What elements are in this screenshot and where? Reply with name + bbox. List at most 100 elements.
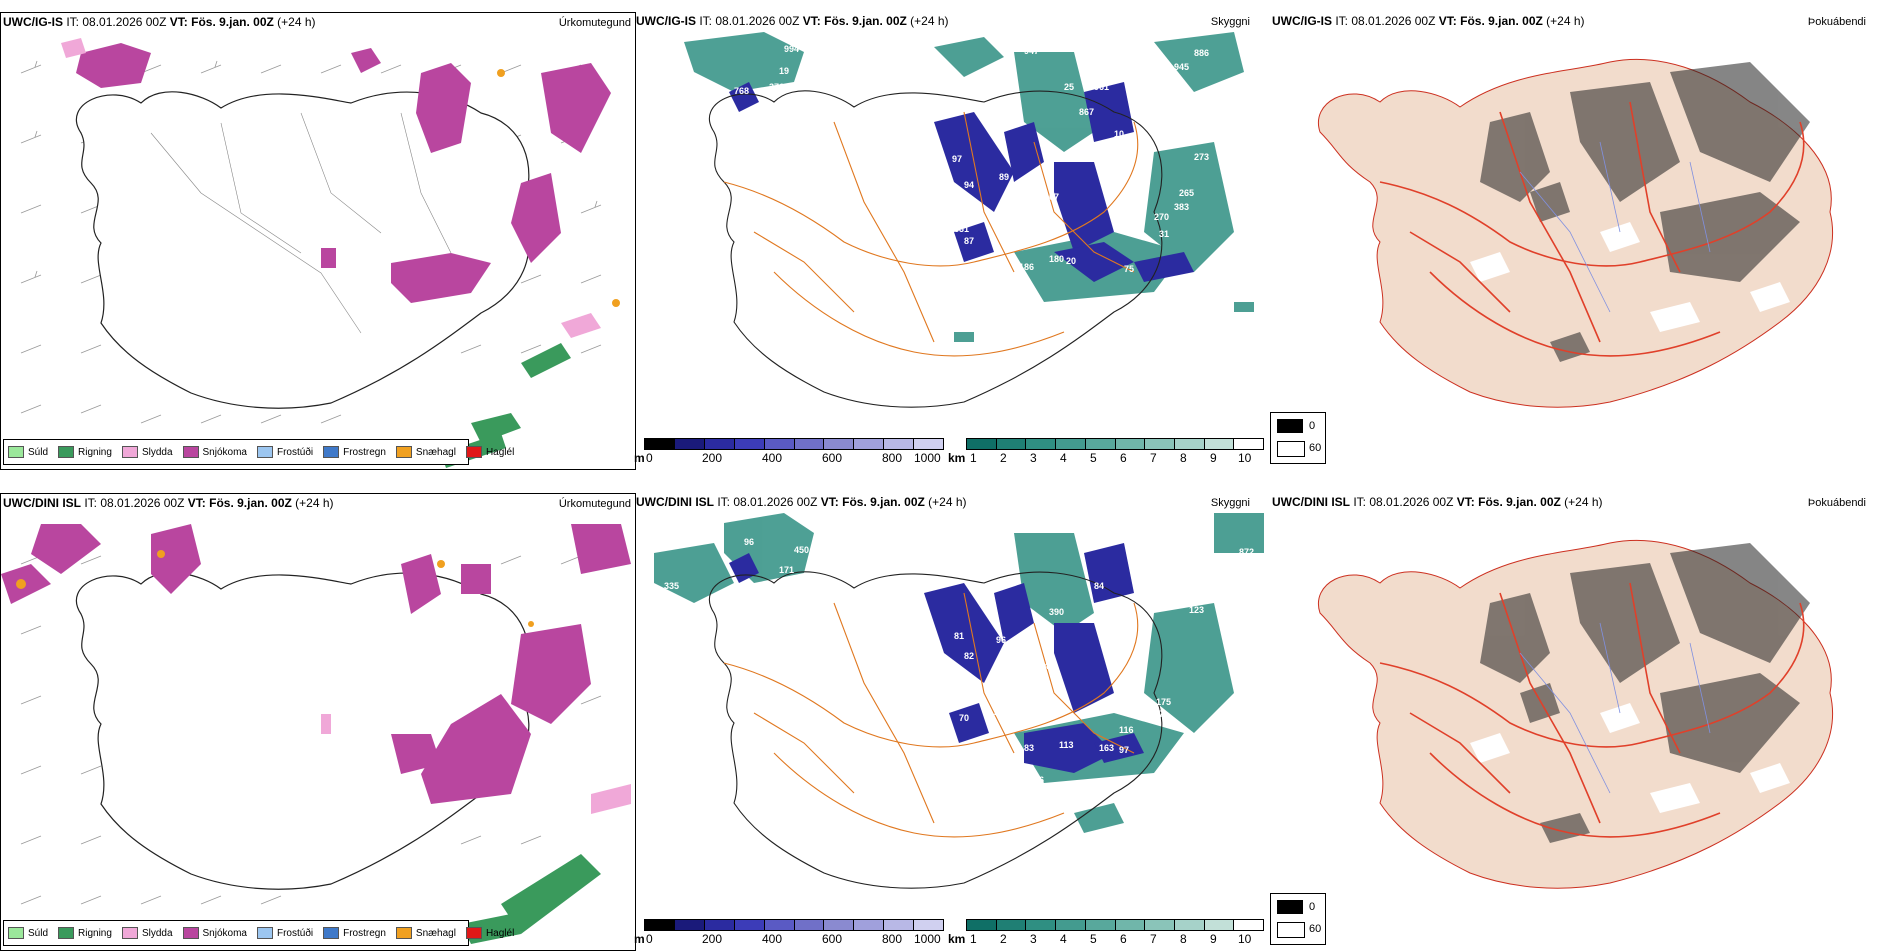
svg-text:175: 175 xyxy=(1156,697,1171,707)
svg-text:81: 81 xyxy=(954,631,964,641)
svg-text:886: 886 xyxy=(1194,48,1209,58)
panel-header: UWC/DINI ISL IT: 08.01.2026 00Z VT: Fös.… xyxy=(636,495,967,509)
svg-text:75: 75 xyxy=(1124,264,1134,274)
panel-title: Þokuábendi xyxy=(1807,16,1866,28)
legend-item: Slydda xyxy=(121,446,173,458)
svg-text:96: 96 xyxy=(744,537,754,547)
svg-text:265: 265 xyxy=(1179,188,1194,198)
visibility-panel-bottom: UWC/DINI ISL IT: 08.01.2026 00Z VT: Fös.… xyxy=(634,493,1270,950)
panel-title: Skyggni xyxy=(1210,16,1250,28)
svg-text:947: 947 xyxy=(1024,46,1039,56)
snow-areas xyxy=(76,43,611,303)
legend-item: Rigning xyxy=(58,446,112,458)
svg-text:376: 376 xyxy=(769,82,784,92)
svg-text:107: 107 xyxy=(1044,192,1059,202)
fog-legend: 0 60 xyxy=(1270,893,1326,945)
svg-text:768: 768 xyxy=(734,86,749,96)
svg-text:961: 961 xyxy=(1094,82,1109,92)
fog-map xyxy=(1317,58,1834,408)
svg-text:123: 123 xyxy=(1189,605,1204,615)
svg-text:446: 446 xyxy=(1039,661,1054,671)
svg-text:872: 872 xyxy=(1239,547,1254,557)
visibility-colorbar: km 1 2 3 4 5 6 7 8 9 10 xyxy=(948,919,1268,949)
precip-panel-bottom: UWC/DINI ISL IT: 08.01.2026 00Z VT: Fös.… xyxy=(0,493,636,951)
svg-text:89: 89 xyxy=(999,172,1009,182)
legend-swatch xyxy=(58,446,75,458)
svg-text:10: 10 xyxy=(1114,129,1124,139)
precip-map xyxy=(20,38,620,468)
it-label: IT: xyxy=(66,15,80,29)
visibility-map: 997 96 450 171 335 872 84 390 81 96 82 4… xyxy=(654,513,1264,889)
fog-panel-bottom: UWC/DINI ISL IT: 08.01.2026 00Z VT: Fös.… xyxy=(1270,493,1900,950)
fog-map xyxy=(1317,539,1834,889)
ceiling-colorbar: m 0 200 400 600 800 1000 xyxy=(634,919,944,949)
panel-header: UWC/IG-IS IT: 08.01.2026 00Z VT: Fös. 9.… xyxy=(3,15,316,29)
svg-text:506: 506 xyxy=(1029,775,1044,785)
panel-title: Úrkomutegund xyxy=(558,17,631,29)
legend-swatch xyxy=(465,446,482,458)
model-name: UWC/IG-IS xyxy=(3,15,63,29)
precip-legend: Súld Rigning Slydda Snjókoma Frostúði Fr… xyxy=(3,920,514,946)
svg-text:997: 997 xyxy=(674,519,689,529)
svg-text:82: 82 xyxy=(964,651,974,661)
legend-item: Frostúði xyxy=(256,446,313,458)
legend-item: Frostregn xyxy=(323,446,386,458)
legend-swatch xyxy=(395,446,412,458)
svg-text:113: 113 xyxy=(1059,740,1074,750)
svg-text:335: 335 xyxy=(664,581,679,591)
svg-text:87: 87 xyxy=(964,236,974,246)
it-value: 08.01.2026 00Z xyxy=(82,15,167,29)
visibility-colorbar: km 1 2 3 4 5 6 7 8 9 10 xyxy=(948,438,1268,468)
panel-title: Þokuábendi xyxy=(1807,497,1866,509)
svg-text:70: 70 xyxy=(959,713,969,723)
svg-text:116: 116 xyxy=(1119,725,1134,735)
svg-text:237: 237 xyxy=(1149,709,1164,719)
precip-map xyxy=(1,524,631,944)
panel-title: Skyggni xyxy=(1210,497,1250,509)
svg-text:84: 84 xyxy=(1094,581,1104,591)
svg-text:945: 945 xyxy=(1174,62,1189,72)
svg-text:31: 31 xyxy=(1159,229,1169,239)
legend-item: Haglél xyxy=(465,446,514,458)
svg-text:383: 383 xyxy=(1174,202,1189,212)
legend-swatch xyxy=(323,446,340,458)
vt-value: Fös. 9.jan. 00Z xyxy=(191,15,274,29)
panel-title: Úrkomutegund xyxy=(558,498,631,510)
legend-swatch xyxy=(121,446,138,458)
ceiling-colorbar-bar xyxy=(644,438,944,450)
svg-text:97: 97 xyxy=(1119,745,1129,755)
legend-swatch xyxy=(182,446,199,458)
visibility-map: 994 947 886 945 768 376 19 717 961 25 86… xyxy=(684,32,1254,408)
panel-header: UWC/DINI ISL IT: 08.01.2026 00Z VT: Fös.… xyxy=(1272,495,1603,509)
ceiling-colorbar: m 0 200 400 600 800 1000 xyxy=(634,438,944,468)
svg-text:186: 186 xyxy=(1019,262,1034,272)
legend-item: Snæhagl xyxy=(395,446,456,458)
svg-text:25: 25 xyxy=(1064,82,1074,92)
svg-text:273: 273 xyxy=(1194,152,1209,162)
svg-text:717: 717 xyxy=(1089,64,1104,74)
scale-unit: m xyxy=(634,451,645,465)
legend-swatch xyxy=(8,446,24,458)
svg-text:180: 180 xyxy=(1049,254,1064,264)
precip-panel-top: UWC/IG-IS IT: 08.01.2026 00Z VT: Fös. 9.… xyxy=(0,12,636,470)
svg-text:94: 94 xyxy=(964,180,974,190)
fog-legend: 0 60 xyxy=(1270,412,1326,464)
lead-time: (+24 h) xyxy=(277,15,316,29)
svg-text:96: 96 xyxy=(996,635,1006,645)
svg-text:119: 119 xyxy=(1024,677,1039,687)
svg-text:171: 171 xyxy=(779,565,794,575)
svg-text:450: 450 xyxy=(794,545,809,555)
legend-item: Snjókoma xyxy=(182,446,247,458)
svg-text:97: 97 xyxy=(952,154,962,164)
panel-header: UWC/IG-IS IT: 08.01.2026 00Z VT: Fös. 9.… xyxy=(636,14,949,28)
panel-header: UWC/DINI ISL IT: 08.01.2026 00Z VT: Fös.… xyxy=(3,496,334,510)
legend-swatch xyxy=(256,446,273,458)
svg-text:19: 19 xyxy=(779,66,789,76)
svg-text:83: 83 xyxy=(1024,743,1034,753)
vt-label: VT: xyxy=(169,15,188,29)
svg-text:204: 204 xyxy=(994,707,1009,717)
svg-text:20: 20 xyxy=(1066,256,1076,266)
svg-text:331: 331 xyxy=(954,224,969,234)
svg-text:867: 867 xyxy=(1079,107,1094,117)
precip-legend: Súld Rigning Slydda Snjókoma Frostúði Fr… xyxy=(3,439,514,465)
